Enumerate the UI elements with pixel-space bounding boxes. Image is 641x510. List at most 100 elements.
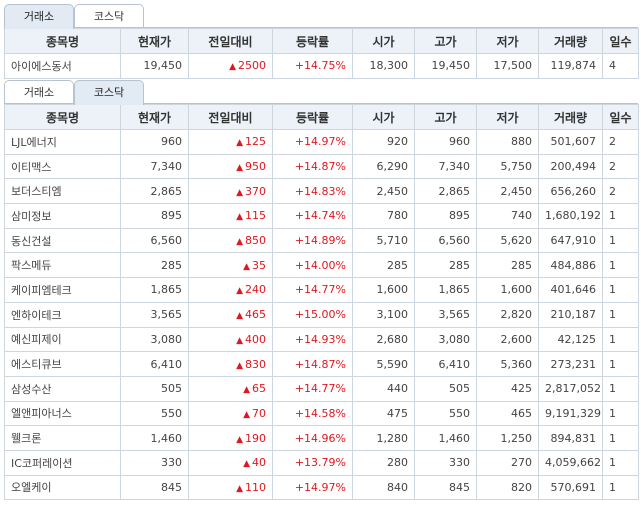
change-rate-cell: +14.58% bbox=[272, 400, 353, 427]
high-price-cell: 19,450 bbox=[414, 53, 477, 79]
table-row[interactable]: 케이피엠테크 1,865 ▲ 240 +14.77% 1,600 1,865 1,600 401… bbox=[4, 277, 639, 303]
current-price-cell: 505 bbox=[120, 375, 189, 402]
volume-cell: 119,874 bbox=[538, 53, 603, 79]
table-row[interactable]: 팍스메듀 285 ▲ 35 +14.00% 285 285 285 484,886 1 bbox=[4, 252, 639, 279]
stock-name-cell[interactable]: 팍스메듀 bbox=[4, 252, 121, 279]
stock-name-cell[interactable]: 삼성수산 bbox=[4, 375, 121, 402]
col-header-name[interactable]: 종목명 bbox=[4, 104, 121, 130]
stock-name-cell[interactable]: 오엘케이 bbox=[4, 474, 121, 501]
table-row[interactable]: 삼미정보 895 ▲ 115 +14.74% 780 895 740 1,680,192 1 bbox=[4, 203, 639, 229]
volume-cell: 4,059,662 bbox=[538, 449, 603, 476]
change-value: 830 bbox=[245, 357, 266, 371]
up-triangle-icon: ▲ bbox=[243, 409, 250, 420]
low-price-cell: 5,620 bbox=[476, 227, 539, 254]
high-price-cell: 895 bbox=[414, 203, 477, 229]
table-row[interactable]: LJL에너지 960 ▲ 125 +14.97% 920 960 880 501,607 2 bbox=[4, 129, 639, 155]
price-change-cell: ▲ 35 bbox=[188, 252, 273, 279]
col-header-low[interactable]: 저가 bbox=[476, 28, 539, 54]
up-triangle-icon: ▲ bbox=[236, 237, 243, 248]
table-row[interactable]: 아이에스동서 19,450 ▲ 2500 +14.75% 18,300 19,450 17,5… bbox=[4, 53, 639, 79]
open-price-cell: 5,590 bbox=[352, 351, 415, 377]
stock-name-cell[interactable]: IC코퍼레이션 bbox=[4, 449, 121, 476]
col-header-rate[interactable]: 등락률 bbox=[272, 104, 353, 130]
current-price-cell: 6,560 bbox=[120, 227, 189, 254]
change-rate-cell: +14.77% bbox=[272, 375, 353, 402]
low-price-cell: 880 bbox=[476, 129, 539, 155]
volume-cell: 200,494 bbox=[538, 153, 603, 180]
table-row[interactable]: 보더스티엠 2,865 ▲ 370 +14.83% 2,450 2,865 2,450 656,… bbox=[4, 178, 639, 205]
col-header-high[interactable]: 고가 bbox=[414, 104, 477, 130]
col-header-change[interactable]: 전일대비 bbox=[188, 104, 273, 130]
col-header-open[interactable]: 시가 bbox=[352, 104, 415, 130]
stock-name-cell[interactable]: 에스티큐브 bbox=[4, 351, 121, 377]
open-price-cell: 780 bbox=[352, 203, 415, 229]
stock-name-cell[interactable]: 엔하이테크 bbox=[4, 301, 121, 328]
table-row[interactable]: 오엘케이 845 ▲ 110 +14.97% 840 845 820 570,691 1 bbox=[4, 474, 639, 501]
stock-name-cell[interactable]: 아이에스동서 bbox=[4, 53, 121, 79]
stock-name-cell[interactable]: LJL에너지 bbox=[4, 129, 121, 155]
open-price-cell: 840 bbox=[352, 474, 415, 501]
col-header-rate[interactable]: 등락률 bbox=[272, 28, 353, 54]
current-price-cell: 895 bbox=[120, 203, 189, 229]
price-change-cell: ▲ 115 bbox=[188, 203, 273, 229]
table-row[interactable]: 웰크론 1,460 ▲ 190 +14.96% 1,280 1,460 1,250 894,83… bbox=[4, 425, 639, 451]
col-header-low[interactable]: 저가 bbox=[476, 104, 539, 130]
col-header-price[interactable]: 현재가 bbox=[120, 104, 189, 130]
low-price-cell: 425 bbox=[476, 375, 539, 402]
open-price-cell: 1,280 bbox=[352, 425, 415, 451]
col-header-volume[interactable]: 거래량 bbox=[538, 28, 603, 54]
volume-cell: 570,691 bbox=[538, 474, 603, 501]
low-price-cell: 5,360 bbox=[476, 351, 539, 377]
table-row[interactable]: 삼성수산 505 ▲ 65 +14.77% 440 505 425 2,817,052 1 bbox=[4, 375, 639, 402]
stock-name-cell[interactable]: 웰크론 bbox=[4, 425, 121, 451]
kosdaq-upper-limit-table: 종목명 현재가 전일대비 등락률 시가 고가 저가 거래량 일수 LJL에너지 9… bbox=[4, 104, 639, 501]
price-change-cell: ▲ 830 bbox=[188, 351, 273, 377]
price-change-cell: ▲ 370 bbox=[188, 178, 273, 205]
stock-name-cell[interactable]: 보더스티엠 bbox=[4, 178, 121, 205]
kosdaq-tab-bar: 거래소 코스닥 bbox=[4, 80, 638, 105]
col-header-open[interactable]: 시가 bbox=[352, 28, 415, 54]
table-row[interactable]: 이티맥스 7,340 ▲ 950 +14.87% 6,290 7,340 5,750 200,4… bbox=[4, 153, 639, 180]
change-rate-cell: +14.93% bbox=[272, 326, 353, 353]
high-price-cell: 6,410 bbox=[414, 351, 477, 377]
low-price-cell: 740 bbox=[476, 203, 539, 229]
stock-name-cell[interactable]: 이티맥스 bbox=[4, 153, 121, 180]
table-row[interactable]: 엘앤피아너스 550 ▲ 70 +14.58% 475 550 465 9,191,329 1 bbox=[4, 400, 639, 427]
table-row[interactable]: 예신피제이 3,080 ▲ 400 +14.93% 2,680 3,080 2,600 42,1… bbox=[4, 326, 639, 353]
stock-name-cell[interactable]: 케이피엠테크 bbox=[4, 277, 121, 303]
stock-name-cell[interactable]: 동신건설 bbox=[4, 227, 121, 254]
low-price-cell: 2,450 bbox=[476, 178, 539, 205]
table-row[interactable]: 에스티큐브 6,410 ▲ 830 +14.87% 5,590 6,410 5,360 273,… bbox=[4, 351, 639, 377]
change-value: 2500 bbox=[238, 59, 266, 73]
stock-name-cell[interactable]: 예신피제이 bbox=[4, 326, 121, 353]
up-triangle-icon: ▲ bbox=[236, 286, 243, 297]
tab-kospi[interactable]: 거래소 bbox=[4, 4, 74, 29]
price-change-cell: ▲ 190 bbox=[188, 425, 273, 451]
price-change-cell: ▲ 70 bbox=[188, 400, 273, 427]
current-price-cell: 6,410 bbox=[120, 351, 189, 377]
table-row[interactable]: IC코퍼레이션 330 ▲ 40 +13.79% 280 330 270 4,059,662 1 bbox=[4, 449, 639, 476]
low-price-cell: 17,500 bbox=[476, 53, 539, 79]
table-row[interactable]: 엔하이테크 3,565 ▲ 465 +15.00% 3,100 3,565 2,820 210,… bbox=[4, 301, 639, 328]
stock-name-cell[interactable]: 삼미정보 bbox=[4, 203, 121, 229]
tab-kosdaq[interactable]: 코스닥 bbox=[74, 80, 144, 105]
change-rate-cell: +14.75% bbox=[272, 53, 353, 79]
col-header-days[interactable]: 일수 bbox=[602, 28, 639, 54]
streak-days-cell: 1 bbox=[602, 351, 639, 377]
streak-days-cell: 1 bbox=[602, 400, 639, 427]
col-header-volume[interactable]: 거래량 bbox=[538, 104, 603, 130]
col-header-change[interactable]: 전일대비 bbox=[188, 28, 273, 54]
up-triangle-icon: ▲ bbox=[236, 434, 243, 445]
high-price-cell: 3,080 bbox=[414, 326, 477, 353]
col-header-name[interactable]: 종목명 bbox=[4, 28, 121, 54]
change-value: 240 bbox=[245, 283, 266, 297]
col-header-price[interactable]: 현재가 bbox=[120, 28, 189, 54]
stock-name-cell[interactable]: 엘앤피아너스 bbox=[4, 400, 121, 427]
table-row[interactable]: 동신건설 6,560 ▲ 850 +14.89% 5,710 6,560 5,620 647,9… bbox=[4, 227, 639, 254]
tab-kosdaq[interactable]: 코스닥 bbox=[74, 4, 144, 27]
open-price-cell: 475 bbox=[352, 400, 415, 427]
tab-kospi[interactable]: 거래소 bbox=[4, 80, 74, 103]
col-header-days[interactable]: 일수 bbox=[602, 104, 639, 130]
volume-cell: 42,125 bbox=[538, 326, 603, 353]
col-header-high[interactable]: 고가 bbox=[414, 28, 477, 54]
